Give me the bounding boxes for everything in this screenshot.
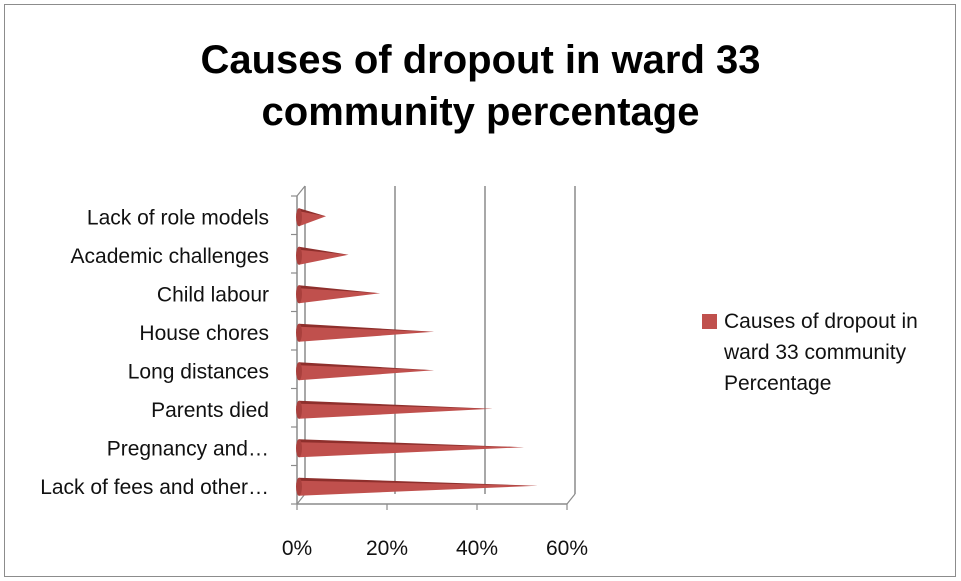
bar — [299, 288, 380, 304]
y-tick-label: Lack of role models — [87, 206, 269, 229]
bar — [299, 442, 524, 458]
y-tick-label: Academic challenges — [71, 245, 269, 268]
y-tick-label: Parents died — [151, 399, 269, 422]
chart-title-line-2: community percentage — [261, 90, 700, 134]
chart-frame — [4, 4, 956, 577]
chart-title: Causes of dropout in ward 33 community p… — [0, 34, 961, 138]
bar-base — [296, 285, 302, 304]
x-tick-label: 60% — [546, 537, 588, 560]
chart-title-line-1: Causes of dropout in ward 33 — [200, 38, 761, 82]
x-tick-label: 20% — [366, 537, 408, 560]
bar-base — [296, 323, 302, 342]
legend-label: Causes of dropout in ward 33 community P… — [724, 310, 918, 395]
axis-edge — [296, 493, 306, 505]
bar — [299, 365, 434, 381]
bar — [299, 403, 493, 419]
y-tick-label: Child labour — [157, 283, 269, 306]
bar-base — [296, 477, 302, 496]
bar-base — [296, 400, 302, 419]
bar — [299, 480, 538, 496]
bar-base — [296, 439, 302, 458]
y-tick-label: Lack of fees and other… — [40, 476, 269, 499]
bar-base — [296, 246, 302, 265]
legend-swatch — [702, 314, 717, 329]
y-tick-label: House chores — [139, 322, 269, 345]
axis-edge — [296, 185, 306, 197]
y-tick-label: Long distances — [128, 360, 269, 383]
y-tick-label: Pregnancy and… — [107, 437, 269, 460]
axis-edge — [566, 493, 576, 505]
bar — [299, 249, 349, 265]
bar-base — [296, 208, 302, 227]
x-tick-label: 0% — [282, 537, 312, 560]
bar — [299, 211, 326, 227]
x-tick-label: 40% — [456, 537, 498, 560]
bar-base — [296, 362, 302, 381]
bar — [299, 326, 434, 342]
